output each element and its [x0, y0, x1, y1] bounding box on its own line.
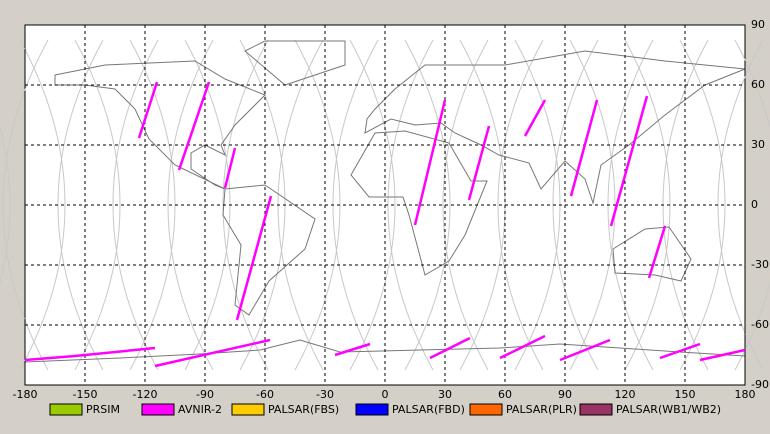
- observation-track: [523, 99, 547, 137]
- orbit-path: [404, 39, 451, 371]
- axis-labels: -180 -150 -120 -90 -60 -30 0 30 60 90 120 150 180 90 6…: [13, 18, 769, 401]
- x-tick-label: -60: [256, 388, 274, 401]
- legend-label: PALSAR(WB1/WB2): [616, 403, 721, 416]
- legend-swatch: [49, 403, 83, 416]
- orbit-path: [679, 39, 726, 371]
- observation-track: [559, 338, 611, 362]
- orbit-path: [349, 39, 396, 371]
- x-tick-label: 90: [558, 388, 572, 401]
- legend-label: AVNIR-2: [178, 403, 222, 416]
- legend-swatch: [579, 403, 613, 416]
- observation-track: [659, 342, 701, 360]
- legend-label: PALSAR(FBS): [268, 403, 339, 416]
- observation-track: [154, 338, 271, 368]
- orbit-path: [2, 39, 49, 371]
- orbit-path: [497, 39, 544, 371]
- legend-swatch: [231, 403, 265, 416]
- y-tick-label: -60: [751, 318, 769, 331]
- observation-track: [223, 147, 237, 189]
- north-america: [54, 60, 266, 190]
- orbit-path: [112, 39, 159, 371]
- orbit-path: [57, 39, 104, 371]
- observation-track: [334, 342, 371, 357]
- observation-track: [647, 225, 667, 279]
- observation-track: [429, 336, 471, 360]
- observation-track: [609, 95, 649, 227]
- legend-label: PALSAR(FBD): [392, 403, 465, 416]
- x-tick-label: -150: [73, 388, 98, 401]
- observation-track: [137, 81, 159, 139]
- y-tick-label: 60: [751, 78, 765, 91]
- orbit-path: [167, 39, 214, 371]
- orbit-path: [442, 39, 489, 371]
- y-tick-label: 30: [751, 138, 765, 151]
- y-tick-label: 0: [751, 198, 758, 211]
- orbit-path: [19, 39, 66, 371]
- orbit-path: [734, 39, 770, 371]
- legend-swatch: [469, 403, 503, 416]
- orbit-path: [387, 39, 434, 371]
- x-tick-label: 0: [382, 388, 389, 401]
- x-tick-label: -180: [13, 388, 38, 401]
- observation-track: [467, 125, 491, 201]
- legend-label: PALSAR(PLR): [506, 403, 577, 416]
- x-tick-label: 30: [438, 388, 452, 401]
- legend-swatch: [141, 403, 175, 416]
- legend: PRSIM AVNIR-2 PALSAR(FBS) PALSAR(FBD) PALSAR…: [49, 403, 721, 416]
- orbit-path: [717, 39, 764, 371]
- south-america: [222, 184, 316, 316]
- observation-track: [699, 348, 746, 362]
- y-tick-label: 90: [751, 18, 765, 31]
- africa: [350, 130, 488, 276]
- eurasia: [364, 50, 746, 205]
- y-tick-label: -30: [751, 258, 769, 271]
- x-tick-label: -90: [196, 388, 214, 401]
- orbit-path: [0, 125, 11, 285]
- x-tick-label: 60: [498, 388, 512, 401]
- observation-track: [413, 99, 447, 226]
- legend-label: PRSIM: [86, 403, 120, 416]
- x-tick-label: 150: [675, 388, 696, 401]
- x-tick-label: 180: [735, 388, 756, 401]
- observation-track: [24, 346, 156, 362]
- observation-track: [177, 81, 211, 171]
- observation-track: [499, 334, 546, 360]
- antarctica: [24, 339, 746, 363]
- observation-track: [569, 99, 599, 197]
- observation-tracks: [24, 81, 746, 368]
- australia: [612, 226, 692, 282]
- legend-swatch: [355, 403, 389, 416]
- coastlines: [24, 40, 746, 363]
- grid: [24, 24, 746, 386]
- orbit-path: [74, 39, 121, 371]
- greenland: [244, 40, 346, 86]
- x-tick-label: 120: [615, 388, 636, 401]
- orbit-path: [129, 39, 176, 371]
- x-tick-label: -30: [316, 388, 334, 401]
- y-tick-label: -90: [751, 378, 769, 391]
- x-tick-label: -120: [133, 388, 158, 401]
- observation-track: [235, 195, 273, 321]
